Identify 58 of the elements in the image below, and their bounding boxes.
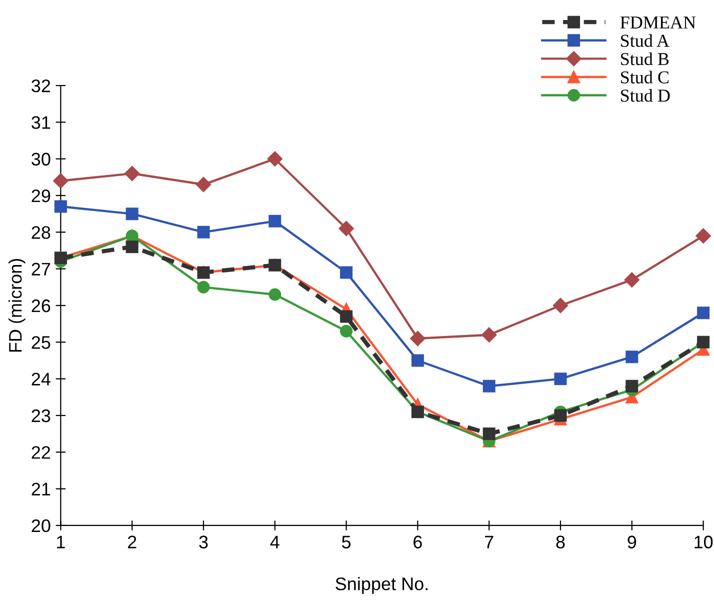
point (268, 288, 282, 301)
x-tick-label: 5 (342, 536, 351, 548)
point (197, 226, 210, 238)
point (626, 380, 638, 392)
y-tick-label: 27 (32, 262, 50, 276)
point (697, 306, 710, 320)
point (124, 166, 140, 182)
point (554, 409, 567, 422)
x-tick-label: 1 (57, 536, 65, 548)
legend-label: Stud D (621, 89, 670, 102)
x-tick-label: 6 (414, 536, 422, 548)
point (126, 208, 138, 220)
point (340, 324, 353, 338)
point (268, 214, 282, 228)
y-tick-label: 32 (32, 79, 50, 92)
point (196, 176, 212, 192)
y-tick-label: 29 (32, 189, 50, 202)
point (552, 298, 568, 314)
point (340, 310, 353, 323)
y-tick-label: 28 (32, 226, 50, 239)
y-tick-label: 30 (32, 152, 50, 166)
legend-label: Stud C (621, 70, 668, 84)
legend-label: Stud B (621, 52, 669, 66)
y-tick-label: 25 (32, 336, 50, 349)
point (54, 200, 67, 213)
point (197, 280, 210, 294)
legend-label: Stud A (621, 34, 670, 47)
y-tick-label: 22 (32, 446, 50, 459)
point (482, 428, 496, 440)
y-tick-label: 21 (32, 482, 50, 496)
point (267, 151, 282, 166)
x-tick-label: 3 (199, 536, 208, 548)
point (338, 220, 354, 236)
point (624, 272, 640, 288)
point (126, 240, 138, 254)
point (554, 372, 567, 386)
y-tick-label: 23 (32, 409, 50, 422)
y-tick-label: 24 (32, 372, 50, 386)
x-tick-label: 2 (128, 536, 136, 548)
point (53, 173, 68, 188)
y-tick-label: 31 (32, 116, 50, 129)
x-tick-label: 7 (484, 536, 494, 548)
point (482, 380, 496, 392)
point (626, 350, 638, 364)
point (696, 228, 711, 244)
x-tick-label: 10 (694, 536, 713, 548)
y-tick-label: 26 (32, 299, 50, 312)
x-tick-label: 8 (556, 536, 565, 548)
x-axis-title: Snippet No. (336, 577, 428, 594)
x-tick-label: 4 (270, 536, 280, 548)
point (411, 354, 424, 367)
legend-label: FDMEAN (620, 16, 696, 28)
y-tick-label: 20 (32, 519, 50, 532)
point (410, 330, 426, 346)
x-tick-label: 9 (628, 536, 636, 548)
point (340, 266, 353, 279)
point (482, 327, 497, 342)
y-axis-title: FD (micron) (8, 258, 26, 352)
